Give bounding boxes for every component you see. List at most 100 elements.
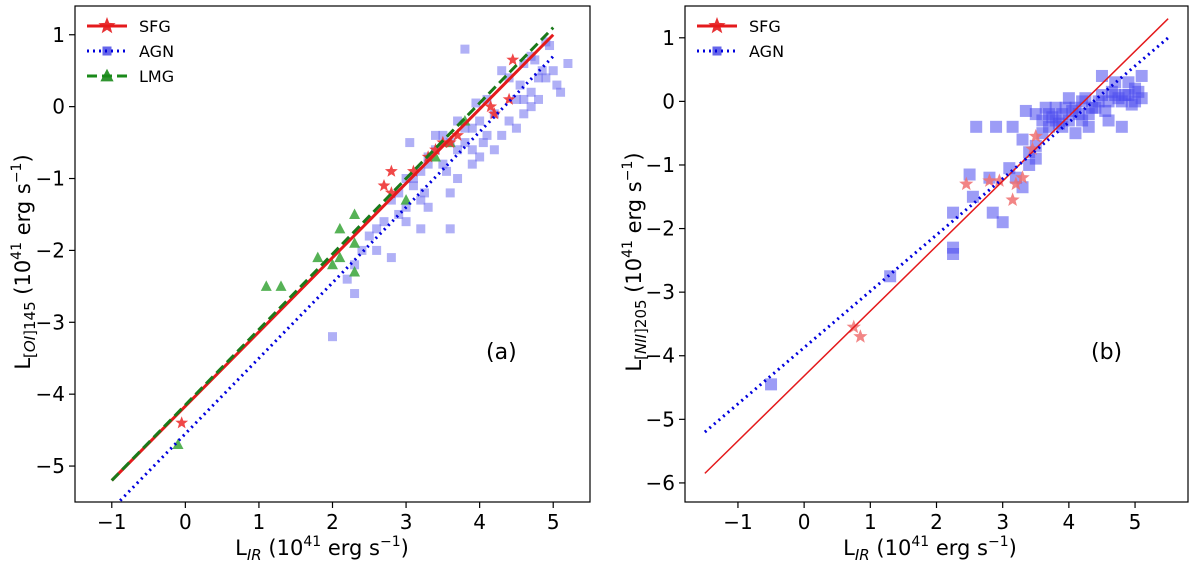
y-tick-label: −4 [646, 344, 675, 368]
data-point-square [475, 152, 485, 162]
legend-item-lmg: LMG [87, 67, 174, 86]
data-point-square [467, 145, 477, 155]
data-point-star [959, 176, 974, 191]
data-point-square [1079, 92, 1092, 105]
data-point-square [379, 217, 389, 227]
data-point-star [175, 416, 189, 429]
legend-item-agn: AGN [697, 42, 784, 61]
data-point-square [467, 159, 477, 169]
data-point-square [438, 159, 448, 169]
data-point-square [537, 66, 547, 76]
data-point-square [350, 260, 360, 270]
data-point-square [416, 224, 426, 234]
x-tick-label: 5 [1129, 510, 1142, 534]
data-point-square [1095, 69, 1108, 82]
x-tick-label: 2 [930, 510, 943, 534]
x-tick-label: 4 [1063, 510, 1076, 534]
data-point-star [484, 99, 498, 113]
y-tick-label: −2 [36, 238, 65, 262]
data-point-square [519, 109, 529, 119]
x-tick-label: 0 [179, 510, 192, 534]
data-point-triangle [400, 194, 412, 205]
data-point-square [990, 120, 1003, 133]
plot-area [703, 18, 1170, 474]
data-point-square [386, 253, 396, 263]
y-axis-title: L[OI]145 (1041 erg s−1) [9, 154, 39, 369]
data-point-square [548, 66, 558, 76]
legend-label: AGN [749, 42, 784, 61]
data-point-square [511, 123, 521, 133]
data-point-square [416, 195, 426, 205]
data-point-square [534, 73, 543, 83]
data-point-square [1125, 98, 1138, 111]
data-point-square [482, 94, 492, 104]
legend-label: AGN [139, 42, 174, 61]
data-point-square [405, 138, 415, 148]
data-point-square [1019, 104, 1032, 117]
data-point-star [384, 164, 398, 177]
data-point-square [445, 188, 455, 198]
y-tick-label: 0 [52, 95, 65, 119]
legend-marker [100, 68, 114, 82]
panel-label: (a) [486, 340, 517, 365]
x-tick-label: 1 [864, 510, 877, 534]
data-point-square [364, 231, 374, 241]
data-point-square [534, 94, 543, 104]
data-point-square [475, 116, 485, 126]
data-point-star [1025, 141, 1040, 156]
legend-marker [712, 46, 722, 56]
data-point-square [419, 188, 429, 198]
data-point-square [1006, 120, 1019, 133]
data-point-square [431, 130, 440, 140]
data-point-square [497, 130, 507, 140]
legend-label: SFG [749, 17, 781, 36]
y-tick-label: −1 [36, 167, 65, 191]
legend-item-agn: AGN [87, 42, 174, 61]
data-point-square [372, 245, 382, 255]
x-tick-label: 0 [798, 510, 811, 534]
data-point-triangle [430, 150, 441, 162]
data-point-star [1005, 192, 1020, 206]
data-point-square [445, 224, 455, 234]
data-point-square [372, 224, 382, 234]
data-point-square [970, 120, 983, 133]
data-point-square [1135, 69, 1148, 82]
data-point-square [460, 123, 470, 133]
data-point-square [563, 59, 573, 69]
data-point-square [467, 123, 477, 133]
data-point-star [384, 186, 398, 199]
data-point-square [552, 80, 562, 90]
data-point-square [453, 145, 463, 155]
data-point-square [947, 248, 960, 260]
panel-b: −1 0 1 2 3 4 5 −6 −5 −4 −3 −2 −1 0 1 SFG AGN (b) LIR (1… [620, 5, 1189, 564]
data-point-square [1092, 95, 1105, 108]
data-point-square [1039, 101, 1052, 114]
axes: −1 0 1 2 3 4 5 −6 −5 −4 −3 −2 −1 0 1 [646, 26, 1142, 534]
y-axis-title: L[NII]205 (1041 erg s−1) [620, 152, 650, 371]
data-point-triangle [327, 258, 338, 270]
y-tick-label: −1 [646, 153, 675, 177]
data-point-square [986, 206, 999, 219]
data-point-square [765, 378, 778, 391]
data-point-square [996, 216, 1009, 229]
y-tick-label: −4 [36, 382, 65, 406]
data-point-square [1016, 133, 1029, 146]
data-point-square [442, 166, 452, 176]
x-tick-label: 3 [400, 510, 413, 534]
data-point-square [1102, 114, 1115, 127]
x-tick-label: 5 [547, 510, 560, 534]
data-point-star [992, 173, 1007, 187]
y-tick-label: −5 [36, 454, 65, 478]
data-point-star [487, 107, 501, 120]
plot-area [110, 26, 573, 502]
data-point-square [478, 138, 488, 148]
legend-marker [98, 17, 116, 34]
panel-a: −1 0 1 2 3 4 5 −5 −4 −3 −2 −1 0 1 SFG AGN LMG (a) LIR (… [9, 5, 591, 564]
data-point-square [408, 174, 418, 184]
data-point-square [1105, 85, 1118, 98]
data-point-square [545, 41, 555, 51]
data-point-triangle [275, 280, 287, 291]
data-point-square [423, 202, 433, 212]
data-point-triangle [349, 265, 361, 277]
